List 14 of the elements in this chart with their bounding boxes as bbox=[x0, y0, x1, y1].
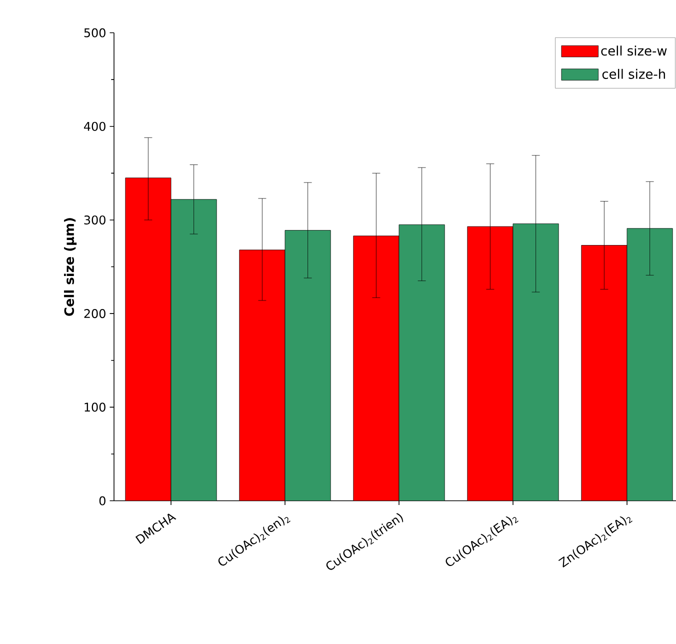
y-tick-label: 0 bbox=[99, 496, 106, 506]
bar bbox=[626, 228, 673, 501]
legend-label: cell size-h bbox=[602, 68, 665, 79]
y-axis-title: Cell size (µm) bbox=[64, 218, 77, 316]
y-tick-label: 400 bbox=[84, 122, 106, 131]
bar bbox=[512, 224, 559, 501]
legend-label: cell size-w bbox=[601, 46, 667, 56]
y-tick-label: 500 bbox=[84, 28, 106, 38]
y-tick-label: 200 bbox=[84, 309, 106, 318]
bar bbox=[284, 230, 331, 501]
y-tick-label: 300 bbox=[84, 215, 106, 225]
bar bbox=[398, 224, 445, 501]
y-tick-label: 100 bbox=[84, 402, 106, 412]
bar bbox=[170, 199, 217, 501]
